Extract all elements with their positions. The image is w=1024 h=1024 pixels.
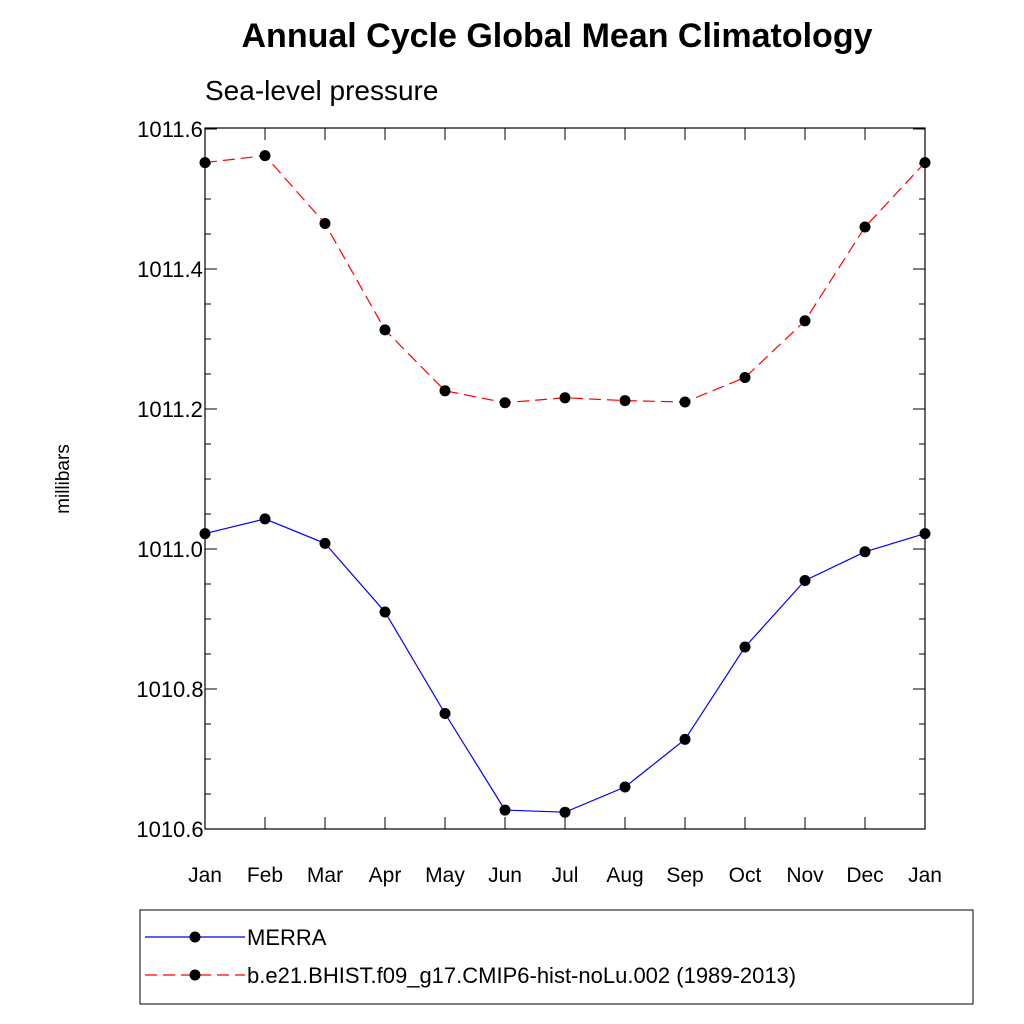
data-point (379, 324, 391, 336)
x-tick-label: Feb (247, 864, 283, 887)
legend: MERRA b.e21.BHIST.f09_g17.CMIP6-hist-noLu… (139, 909, 974, 1005)
data-point (259, 513, 271, 525)
data-point (859, 546, 871, 558)
legend-marker-2 (189, 969, 201, 981)
data-point (259, 150, 271, 162)
x-tick-label: Jan (188, 864, 222, 887)
data-point (559, 392, 571, 404)
legend-label-1: MERRA (247, 925, 327, 950)
data-point (319, 537, 331, 549)
data-point (499, 804, 511, 816)
data-point (559, 806, 571, 818)
x-tick-label: May (425, 864, 465, 887)
x-tick-label: Oct (729, 864, 762, 887)
data-point (439, 385, 451, 397)
chart-title: Annual Cycle Global Mean Climatology (242, 17, 873, 55)
y-axis-label: millibars (53, 444, 74, 514)
plot-frame (204, 127, 926, 830)
series-line (204, 154, 926, 404)
data-point (859, 221, 871, 233)
data-point (679, 396, 691, 408)
x-tick-label: Sep (666, 864, 703, 887)
y-tick-label: 1011.4 (137, 257, 203, 282)
series-2 (199, 150, 931, 409)
series-1 (199, 513, 931, 818)
data-point (319, 218, 331, 229)
data-point (439, 708, 451, 719)
data-point (799, 315, 811, 327)
x-tick-label: Mar (307, 864, 343, 887)
axis-ticks: 1010.6 1010.8 1011.0 1011.2 1011.4 1011.6 Jan F… (136, 117, 942, 887)
data-point (919, 157, 931, 169)
data-point (679, 733, 691, 745)
x-tick-label: Apr (369, 864, 402, 887)
y-tick-label: 1010.6 (136, 817, 203, 842)
data-point (499, 397, 511, 409)
x-tick-label: Jun (488, 864, 522, 887)
x-tick-label: Dec (846, 864, 883, 887)
y-tick-label: 1011.0 (137, 537, 203, 562)
x-tick-label: Aug (606, 864, 643, 887)
legend-label-2: b.e21.BHIST.f09_g17.CMIP6-hist-noLu.002 … (247, 963, 796, 988)
data-point (739, 641, 751, 653)
chart-subtitle: Sea-level pressure (205, 75, 438, 106)
series-line (204, 518, 926, 813)
data-point (739, 372, 751, 383)
data-point (379, 606, 391, 618)
y-tick-label: 1011.6 (137, 117, 203, 142)
legend-marker-1 (189, 931, 201, 943)
data-point (619, 395, 631, 407)
y-tick-label: 1010.8 (136, 677, 203, 702)
x-tick-label: Nov (786, 864, 824, 887)
data-point (619, 781, 631, 793)
x-tick-label: Jul (552, 864, 579, 887)
series-layer (199, 150, 931, 818)
y-tick-label: 1011.2 (137, 397, 203, 422)
data-point (919, 528, 931, 540)
data-point (799, 575, 811, 586)
data-point (199, 157, 211, 169)
legend-box (139, 909, 974, 1005)
x-tick-label: Jan (908, 864, 942, 887)
data-point (199, 528, 211, 540)
